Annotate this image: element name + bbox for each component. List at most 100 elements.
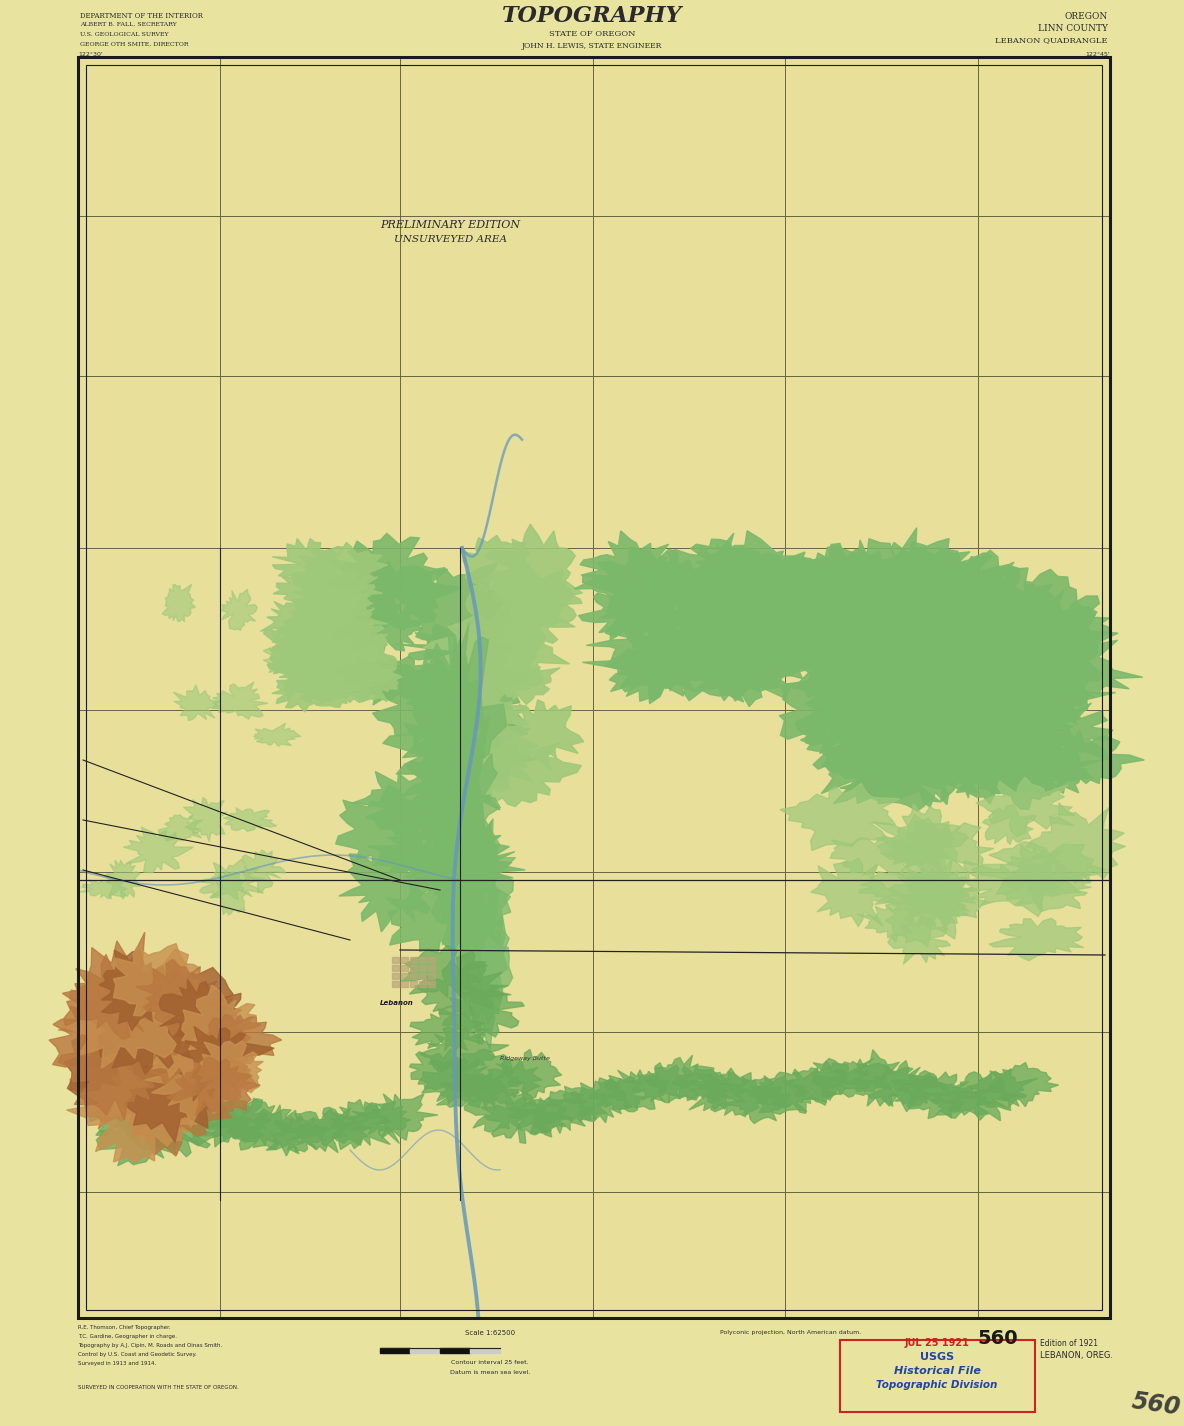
Text: Scale 1:62500: Scale 1:62500: [465, 1330, 515, 1336]
Polygon shape: [463, 535, 530, 596]
Polygon shape: [916, 729, 1006, 801]
Polygon shape: [905, 582, 1048, 673]
Polygon shape: [508, 1097, 573, 1137]
Bar: [392, 957, 399, 963]
Polygon shape: [482, 525, 583, 623]
Polygon shape: [780, 783, 900, 850]
Polygon shape: [66, 1048, 199, 1162]
Polygon shape: [210, 871, 247, 915]
Polygon shape: [395, 623, 516, 676]
Text: JUL 25 1921: JUL 25 1921: [905, 1338, 970, 1348]
Text: DEPARTMENT OF THE INTERIOR: DEPARTMENT OF THE INTERIOR: [81, 11, 202, 20]
Polygon shape: [864, 549, 1021, 636]
Polygon shape: [978, 569, 1095, 659]
Polygon shape: [888, 914, 951, 964]
Polygon shape: [866, 1061, 946, 1112]
Polygon shape: [239, 1105, 321, 1156]
Polygon shape: [583, 637, 706, 702]
Bar: [78, 57, 1111, 1318]
Text: R.E. Thomson, Chief Topographer.: R.E. Thomson, Chief Topographer.: [78, 1325, 170, 1330]
Polygon shape: [529, 1091, 594, 1134]
Polygon shape: [264, 620, 324, 662]
Polygon shape: [101, 1045, 232, 1156]
Polygon shape: [339, 846, 431, 933]
Polygon shape: [907, 1072, 974, 1118]
Polygon shape: [420, 1058, 489, 1104]
Polygon shape: [334, 662, 401, 702]
Polygon shape: [873, 814, 969, 868]
Polygon shape: [720, 1078, 790, 1124]
Polygon shape: [976, 777, 1075, 837]
Polygon shape: [104, 860, 141, 898]
Polygon shape: [295, 669, 374, 707]
Polygon shape: [63, 954, 161, 1040]
Polygon shape: [599, 1070, 669, 1109]
Polygon shape: [432, 635, 507, 851]
Polygon shape: [605, 617, 719, 703]
Polygon shape: [848, 539, 977, 620]
Polygon shape: [426, 683, 480, 870]
Polygon shape: [496, 700, 584, 770]
Polygon shape: [813, 650, 961, 740]
Text: TOPOGRAPHY: TOPOGRAPHY: [502, 6, 682, 27]
Bar: [419, 965, 426, 971]
Bar: [410, 965, 417, 971]
Polygon shape: [162, 585, 195, 622]
Polygon shape: [983, 804, 1036, 844]
Polygon shape: [144, 1040, 251, 1128]
Polygon shape: [272, 539, 346, 589]
Text: 560: 560: [1130, 1389, 1183, 1420]
Polygon shape: [959, 643, 1073, 729]
Polygon shape: [439, 985, 525, 1037]
Polygon shape: [115, 967, 224, 1060]
Polygon shape: [920, 649, 1047, 717]
Polygon shape: [748, 1075, 819, 1114]
Polygon shape: [386, 562, 511, 660]
Polygon shape: [253, 723, 301, 746]
Polygon shape: [1002, 868, 1094, 911]
Text: Topographic Division: Topographic Division: [876, 1380, 998, 1390]
Polygon shape: [677, 636, 804, 707]
Polygon shape: [285, 1109, 358, 1152]
Polygon shape: [842, 702, 966, 781]
Polygon shape: [989, 1062, 1058, 1107]
Text: Topography by A.J. Cipin, M. Roads and Oinas Smith.: Topography by A.J. Cipin, M. Roads and O…: [78, 1343, 223, 1348]
Polygon shape: [110, 1085, 200, 1151]
Polygon shape: [159, 980, 240, 1055]
Bar: [401, 981, 408, 987]
Polygon shape: [694, 573, 815, 646]
Polygon shape: [439, 800, 515, 947]
Polygon shape: [464, 1081, 534, 1132]
Polygon shape: [481, 1060, 542, 1098]
Polygon shape: [410, 1008, 489, 1051]
Polygon shape: [334, 645, 397, 687]
Polygon shape: [845, 1050, 922, 1107]
Bar: [392, 973, 399, 980]
Polygon shape: [656, 588, 774, 647]
Polygon shape: [403, 689, 528, 779]
Polygon shape: [481, 1097, 555, 1144]
Polygon shape: [451, 732, 581, 807]
Polygon shape: [980, 637, 1094, 724]
Polygon shape: [284, 605, 348, 649]
Polygon shape: [673, 1067, 731, 1101]
Bar: [401, 957, 408, 963]
Polygon shape: [882, 676, 1014, 743]
Bar: [401, 965, 408, 971]
Polygon shape: [966, 1068, 1037, 1111]
Polygon shape: [317, 569, 382, 612]
Polygon shape: [296, 607, 371, 649]
Bar: [410, 957, 417, 963]
Polygon shape: [96, 1107, 178, 1166]
Polygon shape: [929, 1084, 996, 1118]
Bar: [419, 981, 426, 987]
Text: Ridgeway Butte: Ridgeway Butte: [500, 1057, 549, 1061]
Polygon shape: [989, 918, 1083, 961]
Polygon shape: [623, 620, 736, 692]
Text: Historical File: Historical File: [894, 1366, 980, 1376]
Polygon shape: [444, 726, 539, 791]
Polygon shape: [85, 1067, 187, 1137]
Text: ALBERT B. FALL, SECRETARY: ALBERT B. FALL, SECRETARY: [81, 21, 176, 27]
Polygon shape: [1014, 596, 1111, 657]
Polygon shape: [316, 663, 380, 704]
